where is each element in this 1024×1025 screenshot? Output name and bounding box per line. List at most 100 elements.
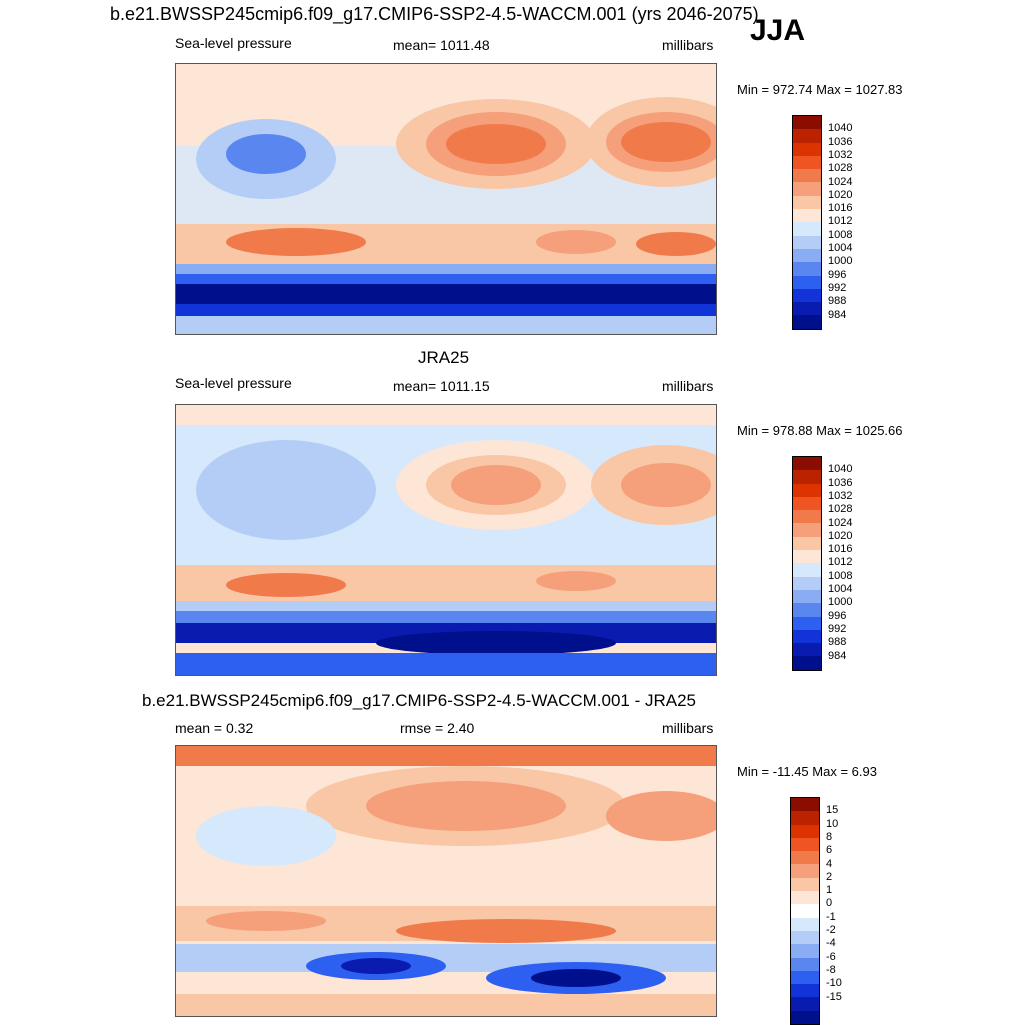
colorbar-tick-label: -1 [826, 910, 836, 923]
colorbar-swatch [791, 957, 819, 971]
colorbar-swatch [793, 576, 821, 590]
colorbar-tick-label: -6 [826, 950, 836, 963]
figure-title: b.e21.BWSSP245cmip6.f09_g17.CMIP6-SSP2-4… [110, 4, 759, 24]
colorbar-tick-label: 1036 [828, 135, 853, 148]
colorbar-tick-label: 1040 [828, 463, 853, 476]
colorbar-tick-label: 1024 [828, 516, 853, 529]
colorbar-tick-label: 1032 [828, 489, 853, 502]
panel2-colorbar [792, 456, 822, 671]
colorbar-swatch [791, 851, 819, 865]
atlantic-high-core [621, 122, 711, 162]
colorbar-swatch [793, 563, 821, 577]
asia-low [196, 440, 376, 540]
colorbar-swatch [791, 864, 819, 878]
colorbar-swatch [793, 496, 821, 511]
colorbar-tick-label: -10 [826, 977, 842, 990]
colorbar-tick-label: 6 [826, 844, 833, 857]
band-992 [176, 274, 716, 284]
colorbar-tick-label: 1012 [828, 215, 853, 228]
colorbar-tick-label: 1020 [828, 529, 853, 542]
colorbar-swatch [793, 155, 821, 170]
colorbar-tick-label: 984 [828, 649, 847, 662]
arctic-positive [176, 746, 716, 766]
colorbar-swatch [793, 235, 821, 249]
panel1-minmax: Min = 972.74 Max = 1027.83 [737, 82, 903, 97]
colorbar-swatch [793, 169, 821, 183]
colorbar-swatch [793, 643, 821, 657]
panel2-map-svg [176, 405, 716, 675]
colorbar-tick-label: 1012 [828, 556, 853, 569]
colorbar-tick-label: 992 [828, 281, 847, 294]
pacific-positive-core [366, 781, 566, 831]
colorbar-swatch [791, 811, 819, 825]
panel1-units: millibars [662, 37, 714, 53]
colorbar-swatch [793, 629, 821, 644]
colorbar-tick-label: 992 [828, 622, 847, 635]
sh-low-1-core [341, 958, 411, 974]
band-984 [376, 631, 616, 655]
colorbar-tick-label: 1016 [828, 543, 853, 556]
colorbar-tick-label: 1008 [828, 569, 853, 582]
colorbar-swatch [791, 917, 819, 931]
sh-indian-positive [206, 911, 326, 931]
colorbar-swatch [793, 142, 821, 156]
colorbar-tick-label: 1040 [828, 122, 853, 135]
colorbar-swatch [793, 550, 821, 564]
atlantic-high-core [621, 463, 711, 507]
panel1-map [175, 63, 717, 335]
colorbar-swatch [791, 837, 819, 852]
colorbar-swatch [793, 262, 821, 276]
panel3-rmse: rmse = 2.40 [400, 720, 475, 736]
colorbar-swatch [793, 656, 821, 670]
band-996 [176, 611, 716, 623]
panel2-title: JRA25 [418, 348, 470, 367]
panel1-left-title: Sea-level pressure [175, 35, 292, 51]
colorbar-tick-label: 1008 [828, 228, 853, 241]
band-984 [176, 284, 716, 304]
atlantic-positive [606, 791, 716, 841]
colorbar-tick-label: 1004 [828, 242, 853, 254]
panel2-left-title: Sea-level pressure [175, 375, 292, 391]
colorbar-tick-label: 988 [828, 295, 847, 308]
colorbar-swatch [791, 824, 819, 838]
panel2-mean: mean= 1011.15 [393, 378, 490, 394]
pacific-high-core [446, 124, 546, 164]
indian-high [226, 573, 346, 597]
colorbar-swatch [791, 891, 819, 905]
colorbar-swatch [793, 209, 821, 223]
antarctic-positive [176, 994, 716, 1016]
colorbar-swatch [791, 930, 819, 945]
colorbar-swatch [793, 470, 821, 484]
colorbar-tick-label: 1024 [828, 175, 853, 188]
colorbar-swatch [791, 984, 819, 998]
sh-atlantic-high [636, 232, 716, 256]
colorbar-tick-label: 1028 [828, 503, 853, 516]
colorbar-tick-label: 1004 [828, 583, 853, 595]
colorbar-swatch [793, 523, 821, 537]
colorbar-tick-label: 15 [826, 804, 839, 817]
colorbar-swatch [793, 315, 821, 329]
colorbar-tick-label: 988 [828, 636, 847, 649]
pacific-high-core [451, 465, 541, 505]
panel3-map-svg [176, 746, 716, 1016]
colorbar-swatch [793, 510, 821, 524]
colorbar-tick-label: 4 [826, 857, 833, 870]
colorbar-swatch [793, 288, 821, 303]
asia-low-core [226, 134, 306, 174]
colorbar-tick-label: 1 [826, 884, 833, 897]
colorbar-swatch [793, 302, 821, 316]
colorbar-swatch [791, 997, 819, 1011]
colorbar-tick-label: 984 [828, 308, 847, 321]
band-1000 [176, 264, 716, 274]
colorbar-swatch [793, 275, 821, 289]
panel3-title: b.e21.BWSSP245cmip6.f09_g17.CMIP6-SSP2-4… [142, 691, 697, 710]
colorbar-tick-label: -15 [826, 990, 842, 1003]
indian-high [226, 228, 366, 256]
colorbar-tick-label: 1020 [828, 188, 853, 201]
panel2-map [175, 404, 717, 676]
colorbar-swatch [793, 457, 821, 471]
panel2-units: millibars [662, 378, 714, 394]
colorbar-swatch [791, 970, 819, 985]
panel1-mean: mean= 1011.48 [393, 37, 490, 53]
colorbar-swatch [793, 116, 821, 130]
